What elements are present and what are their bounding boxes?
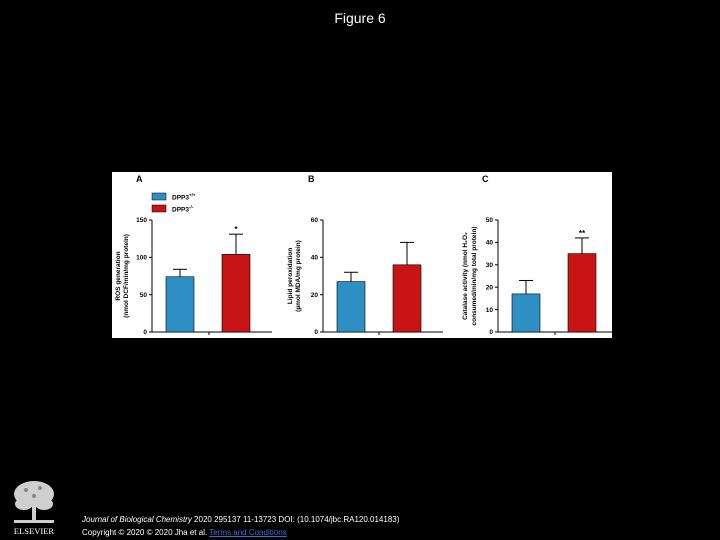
copyright-text: Copyright © 2020 © 2020 Jha et al. [82, 528, 208, 537]
legend-label-wt: DPP3+/+ [172, 193, 196, 202]
y-tick-label: 40 [311, 255, 319, 262]
y-axis-label: consumed/min/mg total protein) [471, 227, 478, 326]
bar-ko [221, 254, 251, 333]
legend-swatch-ko [151, 204, 167, 213]
y-tick-label: 10 [486, 307, 494, 314]
bar-ko [392, 264, 422, 333]
y-axis-label: (µmol MDA/mg protein) [295, 240, 302, 312]
y-tick-label: 0 [143, 329, 147, 336]
panel-label-b: B [308, 174, 315, 184]
slide-title: Figure 6 [334, 10, 386, 26]
figure-panel: A ROS generation (nmol DCF/min/mg protein)… [112, 172, 612, 338]
elsevier-logo: ELSEVIER [6, 478, 62, 538]
terms-link[interactable]: Terms and Conditions [209, 528, 287, 537]
panel-label-c: C [482, 174, 489, 184]
legend-label-ko: DPP3-/- [172, 205, 194, 214]
citation-line: Journal of Biological Chemistry 2020 295… [82, 513, 399, 526]
journal-name: Journal of Biological Chemistry [82, 515, 192, 524]
logo-wordmark: ELSEVIER [14, 526, 54, 536]
citation-text: 2020 295137 11-13723 DOI: (10.1074/jbc.R… [191, 515, 400, 524]
y-tick-label: 50 [486, 217, 494, 224]
bar-wt [511, 293, 541, 333]
y-tick-label: 40 [486, 240, 494, 247]
significance-marker: * [234, 225, 238, 234]
footer: Journal of Biological Chemistry 2020 295… [82, 513, 399, 539]
figure-6-chart: A ROS generation (nmol DCF/min/mg protein)… [115, 174, 612, 336]
bar-ko [567, 253, 597, 333]
significance-marker: ** [579, 229, 586, 238]
y-tick-label: 20 [486, 284, 494, 291]
y-tick-label: 0 [314, 329, 318, 336]
y-tick-label: 50 [140, 292, 148, 299]
bar-wt [165, 276, 195, 333]
legend-swatch-wt [151, 192, 167, 201]
y-axis-label: Catalase activity (nmol H₂O₂ [462, 232, 469, 320]
bar-wt [336, 281, 366, 333]
y-tick-label: 150 [136, 217, 147, 224]
y-tick-label: 100 [136, 255, 147, 262]
y-axis-label: ROS generation [115, 251, 122, 300]
y-axis-label: (nmol DCF/min/mg protein) [123, 234, 130, 318]
panel-label-a: A [136, 174, 143, 184]
y-tick-label: 60 [311, 217, 319, 224]
y-tick-label: 20 [311, 292, 319, 299]
y-tick-label: 30 [486, 262, 494, 269]
copyright-line: Copyright © 2020 © 2020 Jha et al. Terms… [82, 526, 399, 539]
y-tick-label: 0 [489, 329, 493, 336]
y-axis-label: Lipid peroxidation [287, 248, 294, 304]
